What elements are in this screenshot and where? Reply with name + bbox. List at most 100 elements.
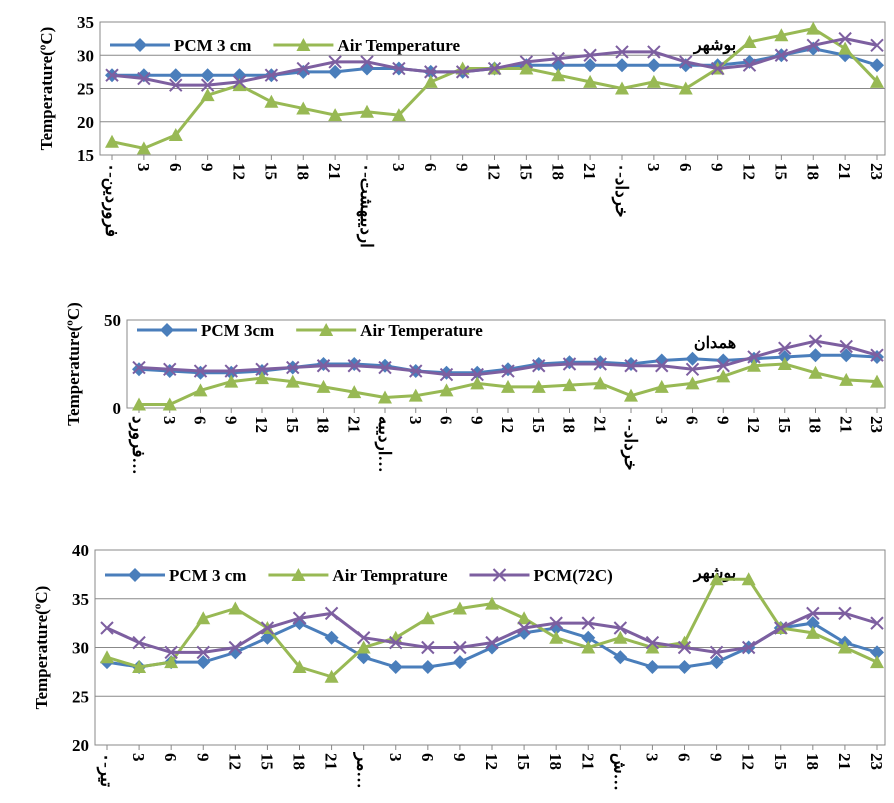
- point: [421, 640, 435, 655]
- point: [613, 650, 628, 665]
- x-tick-label: 21: [836, 416, 855, 433]
- x-tick-label: 23: [867, 416, 886, 433]
- x-tick-label: 12: [498, 416, 517, 433]
- point: [347, 357, 362, 371]
- point: [324, 669, 339, 683]
- point: [870, 616, 884, 630]
- point: [420, 611, 435, 625]
- legend-item: PCM(72C): [469, 566, 613, 585]
- x-tick-label: 3: [406, 416, 425, 425]
- point: [774, 28, 789, 42]
- point: [741, 572, 756, 586]
- point: [593, 357, 607, 371]
- point: [677, 640, 692, 655]
- point: [193, 383, 208, 397]
- point: [132, 397, 146, 411]
- point: [805, 625, 820, 639]
- point: [837, 640, 852, 654]
- x-tick-label: ش…: [609, 753, 629, 791]
- point: [747, 358, 761, 372]
- point: [806, 606, 820, 621]
- point: [685, 351, 700, 366]
- point: [501, 364, 515, 378]
- point: [583, 74, 598, 88]
- series: [132, 334, 884, 382]
- point: [470, 376, 485, 390]
- point: [291, 568, 306, 581]
- point: [808, 365, 823, 379]
- point: [264, 94, 279, 108]
- x-tick-label: 21: [580, 163, 599, 180]
- point: [232, 78, 247, 92]
- x-tick-label: 6: [675, 753, 694, 762]
- y-tick-label: 25: [72, 687, 89, 706]
- x-tick-label: 18: [293, 163, 312, 180]
- legend-item: PCM 3cm: [137, 321, 274, 340]
- point: [324, 606, 339, 621]
- y-tick-label: 25: [77, 80, 94, 99]
- point: [347, 359, 361, 373]
- x-tick-label: 18: [560, 416, 579, 433]
- point: [423, 74, 438, 88]
- point: [470, 365, 485, 380]
- point: [132, 660, 147, 673]
- legend-item: Air Temperature: [273, 36, 460, 55]
- point: [319, 323, 334, 336]
- series: [105, 31, 884, 92]
- x-tick-label: 9: [707, 753, 726, 762]
- point: [870, 655, 884, 669]
- point: [452, 601, 467, 615]
- point: [777, 357, 792, 370]
- point: [164, 645, 178, 660]
- point: [581, 616, 595, 630]
- point: [806, 38, 820, 52]
- point: [196, 655, 211, 670]
- point: [774, 48, 789, 62]
- x-tick-label: 3: [652, 416, 671, 425]
- point: [232, 75, 247, 89]
- x-tick-label: اردیبهشت-۰: [356, 163, 376, 248]
- x-tick-label: 21: [344, 416, 363, 433]
- point: [136, 141, 151, 155]
- line: [106, 577, 878, 679]
- point: [132, 635, 146, 650]
- point: [709, 655, 724, 670]
- x-tick-label: 18: [290, 753, 309, 770]
- legend-item: PCM 3 cm: [110, 36, 251, 55]
- point: [409, 364, 423, 378]
- point: [838, 31, 852, 46]
- x-tick-label: 18: [803, 753, 822, 770]
- point: [679, 55, 693, 69]
- point: [646, 58, 661, 73]
- point: [593, 355, 608, 370]
- point: [255, 364, 269, 379]
- annotation: همدان: [694, 335, 736, 352]
- legend-item: PCM 3 cm: [105, 566, 246, 585]
- x-tick-label: 18: [546, 753, 565, 770]
- point: [316, 379, 331, 393]
- point: [255, 362, 269, 376]
- x-tick-label: 21: [835, 163, 854, 180]
- x-tick-label: 9: [713, 416, 732, 425]
- point: [162, 397, 177, 411]
- point: [328, 64, 343, 79]
- point: [105, 68, 119, 82]
- x-tick-label: 15: [514, 753, 533, 770]
- x-tick-label: 3: [389, 163, 408, 172]
- point: [132, 362, 146, 377]
- x-tick-label: 3: [129, 753, 148, 762]
- x-tick-label: 12: [482, 753, 501, 770]
- x-tick-label: 21: [835, 753, 854, 770]
- point: [296, 38, 311, 51]
- point: [316, 359, 331, 373]
- point: [777, 349, 792, 364]
- point: [316, 357, 331, 371]
- point: [870, 58, 884, 73]
- x-tick-label: 18: [548, 163, 567, 180]
- x-tick-label: 18: [806, 416, 825, 433]
- series: [100, 616, 884, 674]
- point: [439, 367, 454, 382]
- x-tick-label: 23: [867, 163, 886, 180]
- point: [710, 61, 725, 76]
- point: [296, 61, 310, 76]
